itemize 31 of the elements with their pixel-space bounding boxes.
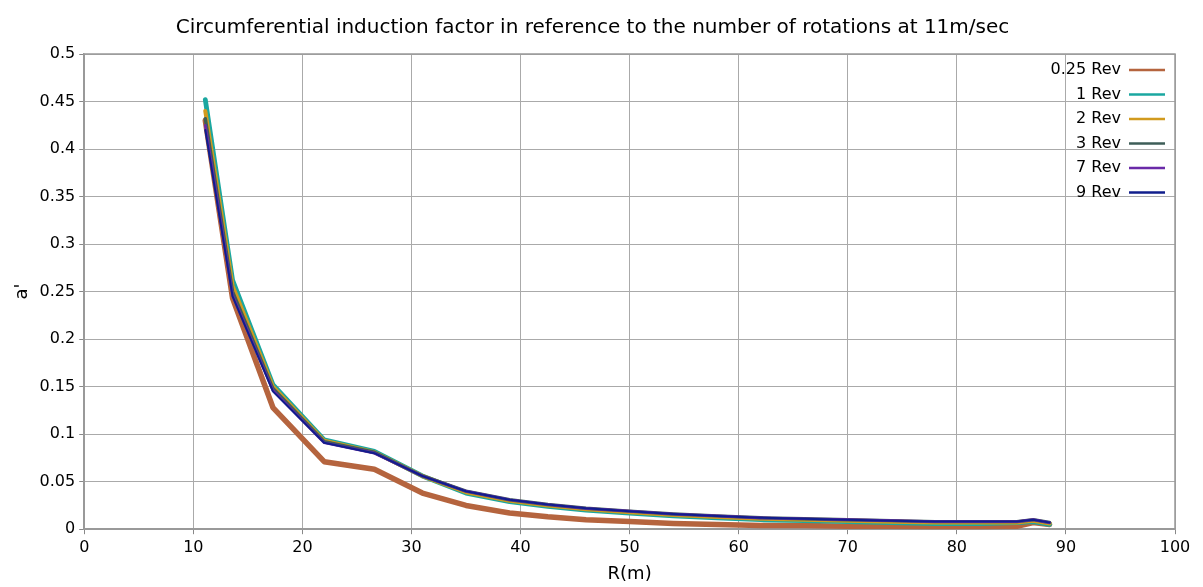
x-tick-label: 50 — [619, 536, 640, 556]
legend-label: 2 Rev — [1076, 108, 1121, 128]
y-axis-title: a' — [10, 283, 32, 300]
y-tick-label: 0.1 — [49, 423, 76, 443]
y-tick-label: 0.25 — [39, 280, 76, 300]
x-tick-label: 20 — [292, 536, 313, 556]
x-tick-label: 40 — [510, 536, 531, 556]
x-tick-label: 90 — [1055, 536, 1077, 556]
x-tick-label: 30 — [401, 536, 422, 556]
x-tick-label: 100 — [1159, 536, 1191, 556]
x-tick-label: 0 — [79, 536, 90, 556]
legend-label: 9 Rev — [1076, 181, 1121, 201]
y-tick-label: 0 — [65, 518, 76, 538]
y-tick-label: 0.45 — [39, 90, 76, 110]
chart-title: Circumferential induction factor in reference to the number of rotations at 11m/sec — [175, 14, 1010, 39]
legend-label: 0.25 Rev — [1050, 59, 1121, 79]
y-tick-label: 0.35 — [39, 185, 76, 205]
x-tick-label: 70 — [837, 536, 858, 556]
legend-label: 7 Rev — [1076, 157, 1121, 177]
x-tick-label: 60 — [728, 536, 749, 556]
y-tick-label: 0.3 — [49, 233, 76, 253]
x-tick-label: 10 — [183, 536, 204, 556]
legend-label: 1 Rev — [1076, 83, 1121, 103]
y-tick-label: 0.4 — [49, 138, 76, 158]
y-tick-label: 0.05 — [39, 470, 76, 490]
y-tick-label: 0.15 — [39, 375, 76, 395]
y-tick-label: 0.2 — [49, 328, 76, 348]
x-tick-label: 80 — [946, 536, 968, 556]
y-tick-label: 0.5 — [49, 43, 76, 63]
x-axis-title: R(m) — [607, 561, 652, 583]
legend-label: 3 Rev — [1076, 132, 1121, 152]
